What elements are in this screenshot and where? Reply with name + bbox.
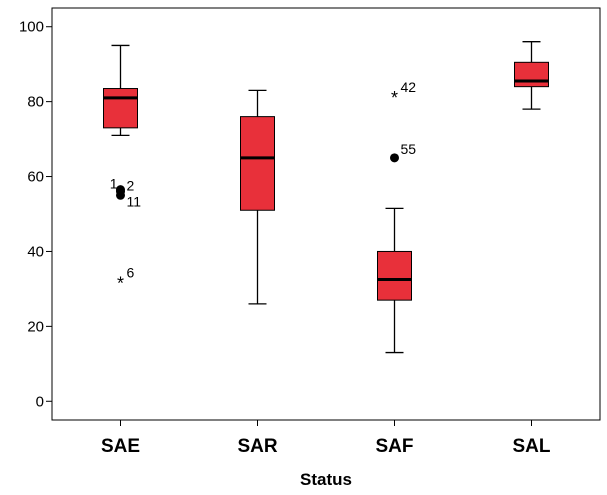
box-saf: 55 *42 xyxy=(377,79,417,354)
box-sae: 1 211 *6 xyxy=(103,44,142,293)
box-iqr xyxy=(377,250,412,301)
box-iqr xyxy=(103,88,138,129)
plot-frame xyxy=(51,7,601,421)
box-sar xyxy=(240,89,275,305)
outlier-star: * xyxy=(117,273,124,293)
x-axis: SAE SAR SAF SAL xyxy=(101,420,551,457)
outlier-circle xyxy=(390,153,399,163)
x-category-label: SAF xyxy=(376,436,414,457)
outlier-label: 1 xyxy=(110,176,118,192)
y-tick-label: 40 xyxy=(27,243,44,260)
y-tick-label: 80 xyxy=(27,94,44,111)
y-tick-label: 60 xyxy=(27,169,44,186)
y-tick-label: 100 xyxy=(19,19,44,36)
outlier-star: * xyxy=(391,88,398,108)
outlier-label: 55 xyxy=(401,141,417,157)
x-axis-label: Status xyxy=(300,470,352,489)
box-sal xyxy=(514,41,549,110)
outlier-label: 11 xyxy=(127,193,142,209)
y-tick-label: 20 xyxy=(27,318,44,335)
box-iqr xyxy=(514,61,549,88)
y-axis: 0 20 40 60 80 100 xyxy=(19,19,52,410)
box-iqr xyxy=(240,116,275,211)
outlier-label: 42 xyxy=(401,79,417,95)
boxes: 1 211*655*42 xyxy=(103,41,549,354)
outlier-circle xyxy=(116,190,125,200)
outlier-label: 6 xyxy=(127,264,135,280)
x-category-label: SAR xyxy=(237,436,277,457)
outlier-label: 2 xyxy=(127,178,135,194)
x-category-label: SAE xyxy=(101,436,140,457)
y-tick-label: 0 xyxy=(36,393,44,410)
x-category-label: SAL xyxy=(513,436,551,457)
